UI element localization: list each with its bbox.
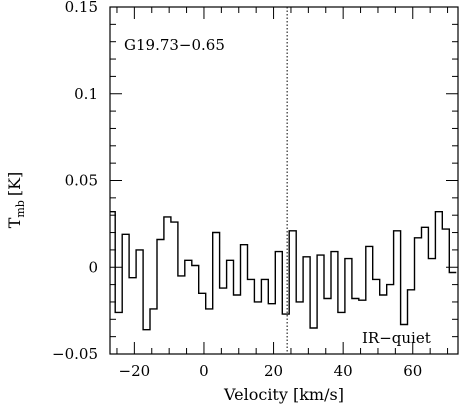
source-label: G19.73−0.65 bbox=[124, 36, 225, 54]
svg-text:Tmb[K]: Tmb [K] bbox=[5, 172, 27, 229]
y-tick-label: 0.05 bbox=[65, 172, 98, 190]
axis-ticks bbox=[110, 6, 458, 355]
y-tick-label: −0.05 bbox=[52, 345, 98, 363]
spectrum-series-line bbox=[110, 211, 457, 331]
y-tick-label: 0.15 bbox=[65, 0, 98, 16]
axis-tick-labels: −20 0 20 40 60 −0.05 0 0.05 0.1 0.15 bbox=[52, 0, 422, 380]
x-tick-label: 20 bbox=[264, 362, 283, 380]
y-tick-label: 0.1 bbox=[74, 85, 98, 103]
x-axis-title: Velocity [km/s] bbox=[223, 385, 344, 404]
y-axis-title-main: T bbox=[5, 217, 24, 228]
class-label: IR−quiet bbox=[362, 329, 431, 347]
x-tick-label: 0 bbox=[199, 362, 209, 380]
plot-frame bbox=[109, 6, 459, 355]
x-tick-label: −20 bbox=[119, 362, 151, 380]
y-axis-title-unit: [K] bbox=[5, 172, 24, 196]
y-axis-title: Tmb [K] bbox=[5, 172, 27, 229]
y-tick-label: 0 bbox=[88, 258, 98, 276]
x-tick-label: 60 bbox=[403, 362, 422, 380]
y-axis-title-sub: mb bbox=[14, 200, 27, 217]
x-tick-label: 40 bbox=[334, 362, 353, 380]
